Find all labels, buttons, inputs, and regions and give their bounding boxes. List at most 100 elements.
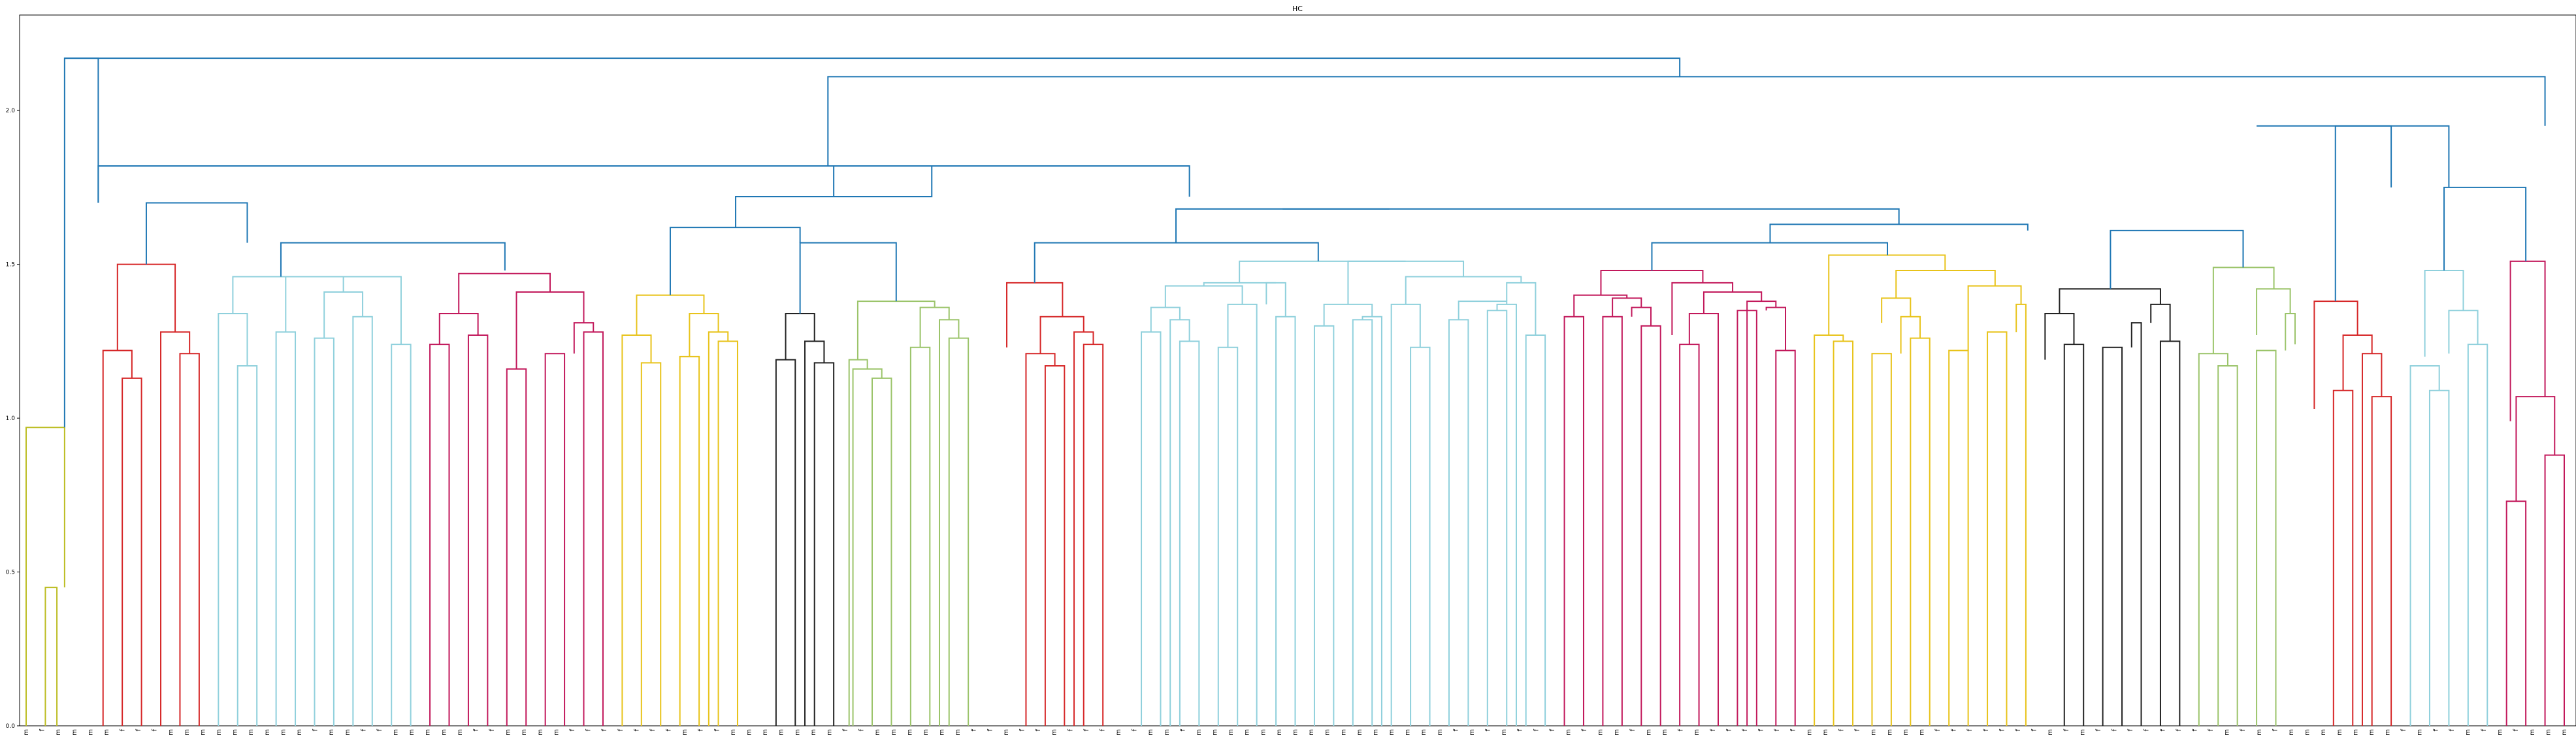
dendrogram-link — [1828, 254, 1946, 335]
dendrogram-link — [438, 312, 479, 345]
leaf-label: f — [601, 729, 608, 732]
dendrogram-link — [2198, 353, 2228, 726]
dendrogram-link — [2313, 301, 2358, 409]
leaf-label: m — [1902, 729, 1910, 736]
leaf-label: m — [248, 729, 255, 736]
dendrogram-link — [1034, 242, 1319, 283]
leaf-label: m — [1292, 729, 1299, 736]
dendrogram-link — [1352, 319, 1373, 726]
y-tick-label: 1.0 — [6, 416, 16, 422]
leaf-label: m — [2368, 729, 2375, 736]
leaf-label: m — [264, 729, 271, 736]
dendrogram-link — [506, 368, 527, 726]
leaf-label: m — [2561, 729, 2568, 736]
dendrogram-link — [2448, 310, 2479, 354]
dendrogram-link — [2371, 396, 2392, 726]
leaf-label: f — [2240, 729, 2247, 732]
leaf-label: m — [296, 729, 303, 736]
dendrogram-link — [466, 165, 1190, 197]
dendrogram-link — [1833, 340, 1854, 726]
dendrogram-link — [1900, 316, 1921, 354]
dendrogram-link — [827, 76, 2546, 166]
leaf-label: f — [312, 729, 319, 732]
leaf-label: f — [1998, 729, 2006, 732]
dendrogram-link — [804, 340, 825, 726]
dendrogram-link — [1141, 331, 1162, 726]
leaf-label: f — [1132, 729, 1139, 732]
leaf-label: f — [2432, 729, 2439, 732]
leaf-label: m — [1870, 729, 1878, 736]
dendrogram-link — [1458, 301, 1508, 320]
dendrogram-link — [64, 57, 1681, 77]
dendrogram-link — [1651, 242, 1888, 271]
leaf-label: m — [745, 729, 753, 736]
leaf-label: m — [939, 729, 946, 736]
chart-title: HC — [1292, 5, 1303, 13]
leaf-label: f — [1838, 729, 1846, 732]
leaf-label: m — [1806, 729, 1813, 736]
dendrogram-link — [1044, 365, 1066, 726]
leaf-label: f — [858, 729, 866, 732]
leaf-label: f — [1179, 729, 1186, 732]
dendrogram-link — [2059, 288, 2161, 314]
dendrogram-link — [1987, 331, 2008, 726]
leaf-label: f — [1035, 729, 1042, 732]
plot-frame — [19, 14, 2576, 726]
dendrogram-link — [1602, 316, 1623, 726]
leaf-label: m — [1405, 729, 1412, 736]
dendrogram-link — [775, 359, 796, 726]
leaf-label: m — [2079, 729, 2086, 736]
cluster-8-cyan — [1141, 260, 1546, 726]
y-axis: 0.0 0.5 1.0 1.5 2.0 — [6, 108, 20, 730]
dendrogram-link — [236, 365, 258, 726]
leaf-label: m — [794, 729, 801, 736]
leaf-label: m — [87, 729, 94, 736]
dendrogram-link — [102, 350, 133, 726]
cluster-13-red — [2313, 301, 2392, 726]
leaf-label: f — [1099, 729, 1106, 732]
dendrogram-link — [2159, 340, 2181, 726]
dendrogram-link — [179, 353, 200, 726]
leaf-label: m — [890, 729, 898, 736]
dendrogram-link — [352, 316, 373, 726]
leaf-label: m — [1196, 729, 1203, 736]
leaf-label: m — [1822, 729, 1829, 736]
leaf-label: m — [1420, 729, 1427, 736]
dendrogram-link — [1347, 260, 1465, 304]
dendrogram-link — [799, 242, 897, 314]
leaf-label: m — [1693, 729, 1701, 736]
dendrogram-link — [1640, 325, 1661, 726]
dendrogram-link — [458, 272, 551, 314]
leaf-label: f — [1774, 729, 1781, 732]
dendrogram-link — [2015, 303, 2027, 726]
leaf-label: f — [2176, 729, 2183, 732]
leaf-label: f — [1533, 729, 1540, 732]
leaf-label: m — [1645, 729, 1652, 736]
dendrogram-link — [2509, 260, 2546, 421]
leaf-label: f — [1742, 729, 1749, 732]
leaf-label: m — [906, 729, 913, 736]
leaf-label: m — [2256, 729, 2263, 736]
leaf-label: m — [2320, 729, 2327, 736]
leaf-label: f — [360, 729, 367, 732]
dendrogram-link — [856, 301, 936, 360]
leaf-label: f — [2191, 729, 2198, 732]
leaf-label: f — [152, 729, 159, 732]
leaf-label: m — [1244, 729, 1251, 736]
leaf-label: f — [1629, 729, 1637, 732]
leaf-label: f — [2144, 729, 2151, 732]
dendrogram-link — [1203, 282, 1277, 286]
dendrogram-link — [919, 306, 950, 348]
dendrogram-link — [2428, 389, 2450, 726]
dendrogram-link — [1361, 316, 1382, 726]
dendrogram-link — [2285, 312, 2296, 351]
leaf-label: m — [553, 729, 560, 736]
dendrogram-link — [2212, 267, 2275, 354]
leaf-label: f — [2159, 729, 2166, 732]
leaf-label: m — [1212, 729, 1219, 736]
leaf-label: m — [2288, 729, 2295, 736]
dendrogram-link — [1390, 303, 1421, 726]
leaf-label: m — [2464, 729, 2471, 736]
leaf-label: f — [1983, 729, 1990, 732]
